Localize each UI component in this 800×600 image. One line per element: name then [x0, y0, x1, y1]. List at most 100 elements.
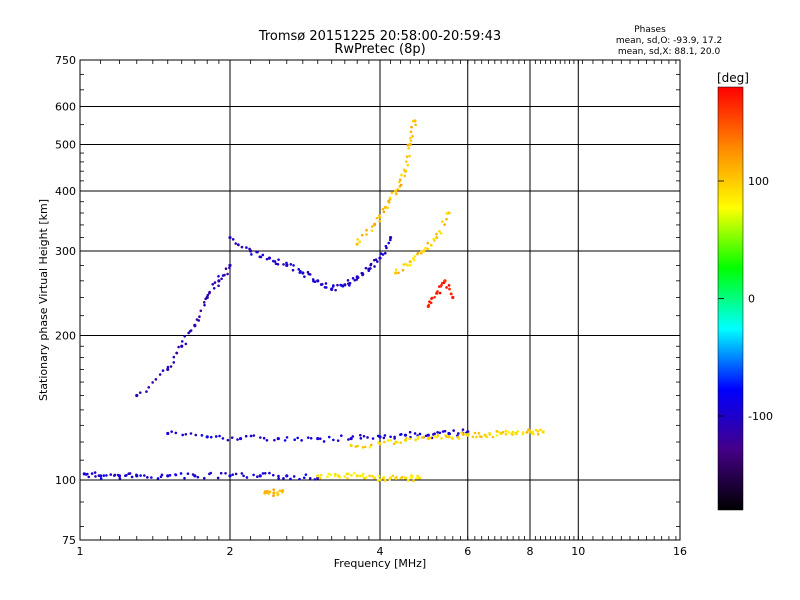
data-point — [273, 439, 276, 442]
data-point — [400, 433, 403, 436]
colorbar-tick-label: 0 — [748, 293, 755, 306]
data-point — [404, 476, 407, 479]
data-point — [360, 437, 363, 440]
data-point — [309, 477, 312, 480]
data-point — [282, 477, 285, 480]
data-point — [502, 431, 505, 434]
data-point — [190, 432, 193, 435]
data-point — [231, 473, 234, 476]
data-point — [272, 491, 275, 494]
data-point — [410, 474, 413, 477]
data-point — [272, 488, 275, 491]
data-point — [286, 263, 289, 266]
data-point — [94, 471, 97, 474]
data-point — [391, 192, 394, 195]
data-point — [316, 437, 319, 440]
data-point — [400, 441, 403, 444]
data-point — [262, 254, 265, 257]
data-point — [194, 434, 197, 437]
data-point — [343, 283, 346, 286]
data-point — [365, 229, 368, 232]
data-point — [175, 352, 178, 355]
data-point — [314, 478, 317, 481]
data-point — [351, 435, 354, 438]
data-point — [365, 476, 368, 479]
data-point — [422, 249, 425, 252]
data-point — [237, 244, 240, 247]
data-point — [373, 265, 376, 268]
data-point — [277, 437, 280, 440]
data-point — [408, 155, 411, 158]
data-point — [417, 436, 420, 439]
data-point — [397, 271, 400, 274]
data-point — [296, 437, 299, 440]
data-point — [435, 233, 438, 236]
data-point — [99, 474, 102, 477]
data-point — [361, 475, 364, 478]
data-point — [206, 296, 209, 299]
data-point — [350, 444, 353, 447]
data-point — [370, 444, 373, 447]
data-point — [187, 472, 190, 475]
y-tick-label: 750 — [55, 54, 76, 67]
data-point — [389, 236, 392, 239]
data-point — [198, 315, 201, 318]
data-point — [173, 356, 176, 359]
data-point — [289, 478, 292, 481]
data-point — [181, 340, 184, 343]
data-point — [382, 476, 385, 479]
data-point — [347, 473, 350, 476]
data-point — [329, 473, 332, 476]
data-point — [189, 330, 192, 333]
data-point — [336, 284, 339, 287]
data-point — [407, 147, 410, 150]
data-point — [347, 279, 350, 282]
y-tick-label: 75 — [62, 534, 76, 547]
data-point — [440, 284, 443, 287]
data-point — [383, 441, 386, 444]
data-point — [450, 293, 453, 296]
data-point — [378, 256, 381, 259]
data-point — [443, 280, 446, 283]
data-point — [167, 366, 170, 369]
y-tick-label: 200 — [55, 330, 76, 343]
data-point — [103, 474, 106, 477]
data-point — [467, 433, 470, 436]
data-point — [378, 214, 381, 217]
data-point — [432, 238, 435, 241]
data-point — [445, 218, 448, 221]
x-tick-label: 10 — [571, 545, 585, 558]
data-point — [211, 283, 214, 286]
data-point — [445, 286, 448, 289]
data-point — [129, 472, 132, 475]
data-point — [172, 361, 175, 364]
data-point — [290, 263, 293, 266]
data-point — [448, 433, 451, 436]
data-point — [444, 430, 447, 433]
data-point — [209, 472, 212, 475]
data-point — [373, 476, 376, 479]
data-point — [292, 269, 295, 272]
data-point — [365, 233, 368, 236]
data-point — [224, 472, 227, 475]
data-point — [350, 474, 353, 477]
data-point — [277, 475, 280, 478]
data-point — [428, 304, 431, 307]
data-point — [413, 259, 416, 262]
data-point — [256, 475, 259, 478]
data-point — [496, 434, 499, 437]
data-point — [262, 472, 265, 475]
x-tick-label: 1 — [77, 545, 84, 558]
data-point — [356, 474, 359, 477]
data-point — [285, 474, 288, 477]
data-point — [507, 431, 510, 434]
data-point — [169, 474, 172, 477]
data-point — [253, 434, 256, 437]
data-point — [175, 432, 178, 435]
data-point — [372, 437, 375, 440]
data-point — [150, 476, 153, 479]
data-point — [299, 271, 302, 274]
data-point — [458, 437, 461, 440]
data-point — [435, 236, 438, 239]
data-point — [378, 220, 381, 223]
